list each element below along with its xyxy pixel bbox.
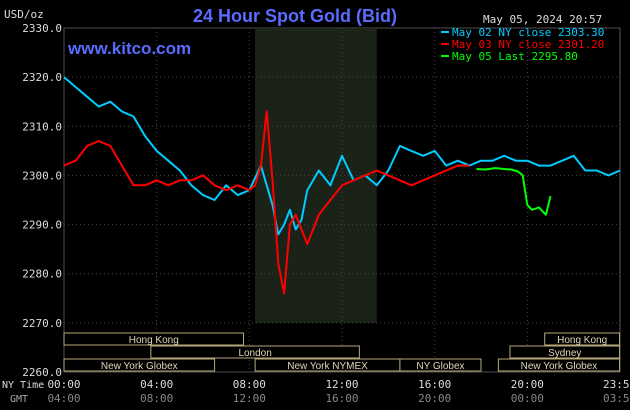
gmt-tick-label: 03:59 xyxy=(603,392,630,405)
y-tick-label: 2290.0 xyxy=(22,219,62,232)
session-bar xyxy=(63,358,216,372)
session-bar xyxy=(399,358,482,372)
y-axis-labels: 2330.0 2320.0 2310.0 2300.0 2290.0 2280.0 2270… xyxy=(22,22,62,379)
legend-entry: May 02 NY close 2303.30 xyxy=(452,26,604,39)
gmt-tick-label: 08:00 xyxy=(140,392,173,405)
session-bar xyxy=(509,345,621,359)
x-axis-labels: 00:0004:0008:0012:0016:0020:0023:5904:00… xyxy=(47,378,630,405)
session-label: Sydney xyxy=(548,348,581,359)
series-line xyxy=(476,167,552,216)
price-series xyxy=(63,76,621,295)
y-tick-label: 2320.0 xyxy=(22,71,62,84)
website-watermark[interactable]: www.kitco.com xyxy=(67,39,191,58)
series-line xyxy=(63,110,470,295)
y-tick-label: 2260.0 xyxy=(22,366,62,379)
session-bar xyxy=(497,358,621,372)
x-tick-label: 08:00 xyxy=(233,378,266,391)
session-label: London xyxy=(238,348,271,359)
session-bar xyxy=(544,332,621,346)
gmt-tick-label: 00:00 xyxy=(511,392,544,405)
gmt-tick-label: 16:00 xyxy=(325,392,358,405)
session-label: New York NYMEX xyxy=(287,361,368,372)
y-tick-label: 2310.0 xyxy=(22,120,62,133)
session-label: NY Globex xyxy=(416,361,464,372)
y-tick-label: 2280.0 xyxy=(22,268,62,281)
session-label: Hong Kong xyxy=(557,335,607,346)
gmt-label: GMT xyxy=(10,394,28,405)
x-tick-label: 16:00 xyxy=(418,378,451,391)
x-tick-label: 12:00 xyxy=(325,378,358,391)
gmt-tick-label: 12:00 xyxy=(233,392,266,405)
x-tick-label: 04:00 xyxy=(140,378,173,391)
ny-time-label: NY Time xyxy=(2,380,44,391)
units-label: USD/oz xyxy=(4,8,44,21)
legend-entry: May 05 Last 2295.80 xyxy=(452,50,578,63)
gmt-tick-label: 20:00 xyxy=(418,392,451,405)
legend-entry: May 03 NY close 2301.20 xyxy=(452,38,604,51)
market-sessions: Hong Kong Hong Kong London Sydney New York G… xyxy=(63,332,621,372)
series-line xyxy=(63,76,621,236)
session-label: New York Globex xyxy=(521,361,598,372)
y-tick-label: 2300.0 xyxy=(22,169,62,182)
gmt-tick-label: 04:00 xyxy=(47,392,80,405)
session-bar xyxy=(150,345,360,359)
y-tick-label: 2270.0 xyxy=(22,317,62,330)
y-tick-label: 2330.0 xyxy=(22,22,62,35)
x-tick-label: 00:00 xyxy=(47,378,80,391)
session-label: Hong Kong xyxy=(129,335,179,346)
x-tick-label: 20:00 xyxy=(511,378,544,391)
x-tick-label: 23:59 xyxy=(603,378,630,391)
session-label: New York Globex xyxy=(101,361,178,372)
timestamp: May 05, 2024 20:57 xyxy=(483,13,602,26)
chart-title: 24 Hour Spot Gold (Bid) xyxy=(193,6,397,26)
session-bar xyxy=(63,332,245,346)
